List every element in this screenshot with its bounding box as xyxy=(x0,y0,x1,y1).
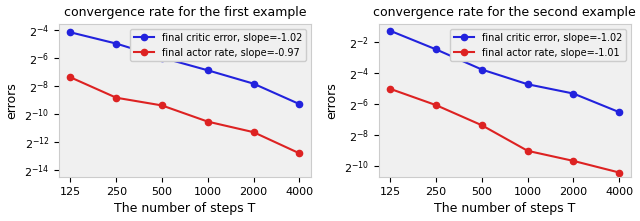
final actor rate, slope=-0.97 xyxy=(113,96,120,99)
final critic error, slope=-1.02 xyxy=(67,31,74,34)
Legend: final critic error, slope=-1.02, final actor rate, slope=-0.97: final critic error, slope=-1.02, final a… xyxy=(131,29,306,61)
final actor rate, slope=-0.97 xyxy=(67,76,74,79)
final critic error, slope=-1.02 xyxy=(113,42,120,45)
final actor rate, slope=-1.01 xyxy=(524,150,531,152)
Legend: final critic error, slope=-1.02, final actor rate, slope=-1.01: final critic error, slope=-1.02, final a… xyxy=(451,29,626,61)
final actor rate, slope=-1.01 xyxy=(387,88,394,90)
Y-axis label: errors: errors xyxy=(326,82,339,119)
final critic error, slope=-1.02 xyxy=(615,111,623,113)
Line: final actor rate, slope=-1.01: final actor rate, slope=-1.01 xyxy=(387,86,622,176)
Title: convergence rate for the first example: convergence rate for the first example xyxy=(63,6,306,19)
final actor rate, slope=-0.97 xyxy=(204,120,212,123)
X-axis label: The number of steps T: The number of steps T xyxy=(114,202,255,215)
final actor rate, slope=-0.97 xyxy=(296,152,303,154)
final critic error, slope=-1.02 xyxy=(432,48,440,51)
final critic error, slope=-1.02 xyxy=(387,30,394,32)
final critic error, slope=-1.02 xyxy=(250,82,257,85)
final critic error, slope=-1.02 xyxy=(296,103,303,105)
Line: final actor rate, slope=-0.97: final actor rate, slope=-0.97 xyxy=(67,74,303,156)
final actor rate, slope=-1.01 xyxy=(478,124,486,127)
final critic error, slope=-1.02 xyxy=(158,56,166,59)
final actor rate, slope=-0.97 xyxy=(250,131,257,133)
final actor rate, slope=-1.01 xyxy=(615,171,623,174)
final critic error, slope=-1.02 xyxy=(570,92,577,95)
Title: convergence rate for the second example: convergence rate for the second example xyxy=(373,6,636,19)
final critic error, slope=-1.02 xyxy=(204,69,212,72)
X-axis label: The number of steps T: The number of steps T xyxy=(434,202,575,215)
Line: final critic error, slope=-1.02: final critic error, slope=-1.02 xyxy=(67,29,303,107)
Line: final critic error, slope=-1.02: final critic error, slope=-1.02 xyxy=(387,28,622,115)
final actor rate, slope=-1.01 xyxy=(432,104,440,107)
final critic error, slope=-1.02 xyxy=(478,68,486,71)
final critic error, slope=-1.02 xyxy=(524,83,531,86)
Y-axis label: errors: errors xyxy=(6,82,19,119)
final actor rate, slope=-1.01 xyxy=(570,160,577,162)
final actor rate, slope=-0.97 xyxy=(158,104,166,107)
